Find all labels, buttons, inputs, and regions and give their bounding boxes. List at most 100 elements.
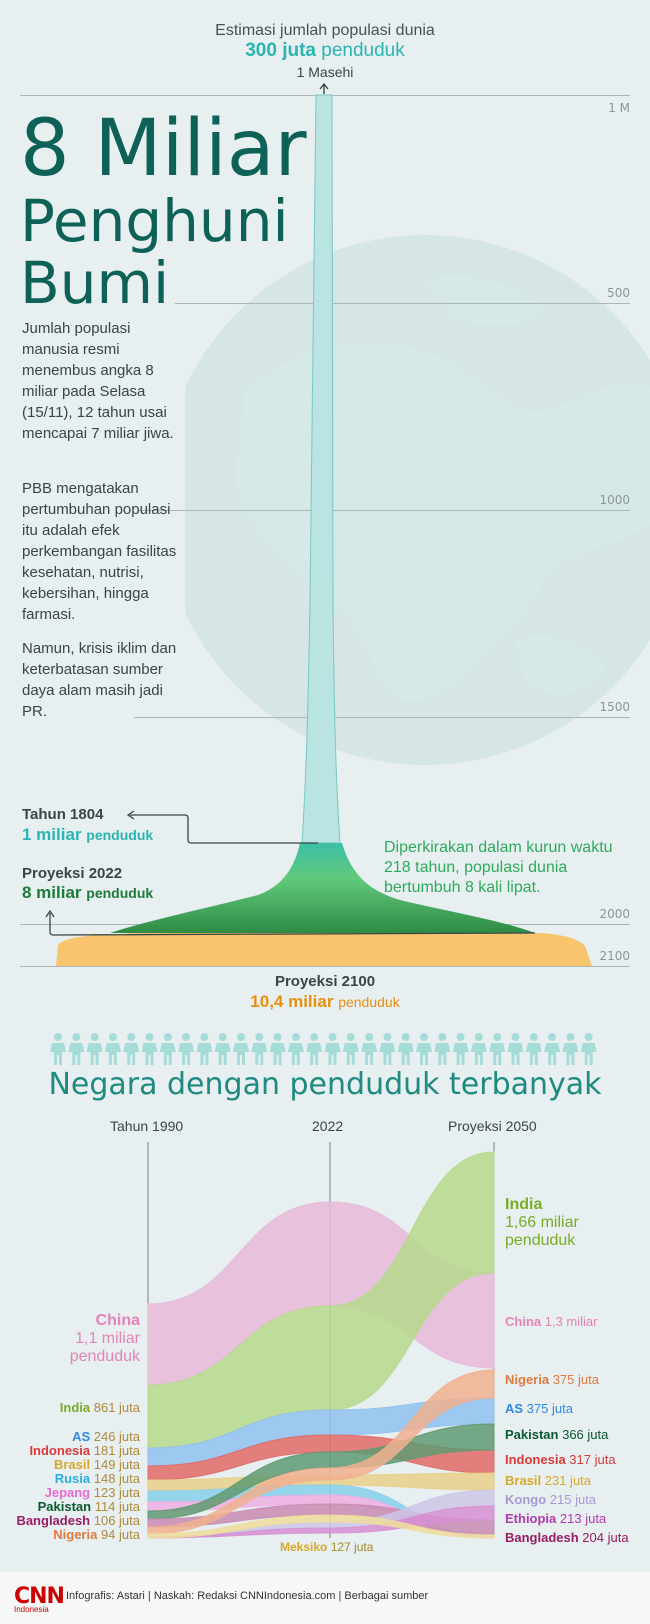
right-label-nigeria: Nigeria 375 juta — [505, 1372, 599, 1387]
gridline-1500 — [134, 717, 630, 718]
country-name: Kongo — [505, 1492, 547, 1507]
country-value: 317 juta — [565, 1452, 616, 1467]
bottom-label-meksiko: Meksiko 127 juta — [280, 1540, 373, 1554]
country-name: AS — [72, 1429, 91, 1444]
country-ranking-chart — [147, 1142, 495, 1539]
era-label: 1 Masehi — [296, 64, 354, 80]
country-value: 375 juta — [523, 1401, 573, 1416]
right-label-brasil: Brasil 231 juta — [505, 1473, 591, 1488]
paragraph-3: Namun, krisis iklim dan keterbatasan sum… — [22, 640, 177, 720]
country-name: Nigeria — [53, 1527, 98, 1542]
right-label-bangladesh: Bangladesh 204 juta — [505, 1530, 629, 1545]
country-value: 106 juta — [90, 1513, 140, 1528]
gridline-500 — [175, 303, 630, 304]
country-value: 94 juta — [97, 1527, 140, 1542]
label-2022: Proyeksi 2022 — [22, 865, 123, 882]
country-name: Bangladesh — [16, 1513, 91, 1528]
label-1804: Tahun 1804 — [22, 806, 104, 823]
country-value: 149 juta — [90, 1457, 140, 1472]
right-label-china: China 1,3 miliar — [505, 1314, 597, 1329]
year-tick-1000: 1000 — [599, 493, 630, 507]
left-label-india: India 861 juta — [0, 1400, 140, 1415]
country-name: Ethiopia — [505, 1511, 557, 1526]
country-value: 366 juta — [558, 1427, 609, 1442]
left-label-nigeria: Nigeria 94 juta — [0, 1527, 140, 1542]
footer — [0, 1572, 650, 1624]
country-value: 1,3 miliar — [541, 1314, 598, 1329]
page-title: 8 Miliar Penghuni Bumi — [20, 108, 307, 314]
country-name: Brasil — [505, 1473, 542, 1488]
country-value: 375 juta — [549, 1372, 599, 1387]
year-tick-2000: 2000 — [599, 907, 630, 921]
left-label-china-name: China — [95, 1312, 140, 1329]
right-label-india-name: India — [505, 1196, 543, 1213]
country-value: 213 juta — [556, 1511, 607, 1526]
section-title: Negara dengan penduduk terbanyak — [48, 1067, 602, 1102]
label-2100: Proyeksi 2100 — [274, 973, 376, 990]
column-1990: Tahun 1990 — [110, 1118, 184, 1134]
country-value: 215 juta — [546, 1492, 597, 1507]
title-line-1: 8 Miliar — [20, 104, 307, 194]
left-label-bangladesh: Bangladesh 106 juta — [0, 1513, 140, 1528]
estimate-label: Estimasi jumlah populasi dunia — [215, 22, 435, 39]
left-label-brasil: Brasil 149 juta — [0, 1457, 140, 1472]
country-value: 204 juta — [578, 1530, 629, 1545]
country-value: 231 juta — [541, 1473, 592, 1488]
country-name: Brasil — [53, 1457, 91, 1472]
country-name: Pakistan — [37, 1499, 92, 1514]
country-name: China — [505, 1314, 542, 1329]
year-tick-2100: 2100 — [599, 949, 630, 963]
column-2022: 2022 — [312, 1118, 344, 1134]
country-name: Bangladesh — [505, 1530, 579, 1545]
country-value: 246 juta — [90, 1429, 140, 1444]
year-tick-1500: 1500 — [599, 700, 630, 714]
band-pakistan — [147, 1423, 495, 1520]
area-2100-sand — [56, 933, 592, 966]
left-label-indonesia: Indonesia 181 juta — [0, 1443, 140, 1458]
country-name: Nigeria — [505, 1372, 550, 1387]
leader-1804 — [126, 810, 318, 844]
country-name: AS — [505, 1401, 524, 1416]
left-label-pakistan: Pakistan 114 juta — [0, 1499, 140, 1514]
country-value: 123 juta — [90, 1485, 140, 1500]
paragraph-2: PBB mengatakan pertumbuhan populasi itu … — [22, 480, 177, 623]
title-line-2: Penghuni — [20, 187, 289, 255]
band-meksiko — [147, 1514, 495, 1539]
growth-note: Diperkirakan dalam kurun waktu 218 tahun… — [384, 839, 613, 896]
footer-credit: Infografis: Astari | Naskah: Redaksi CNN… — [66, 1590, 429, 1602]
country-name: Pakistan — [505, 1427, 559, 1442]
left-label-jepang: Jepang 123 juta — [0, 1485, 140, 1500]
arrow-300juta — [319, 82, 329, 94]
right-label-indonesia: Indonesia 317 juta — [505, 1452, 616, 1467]
year-tick-500: 500 — [607, 286, 630, 300]
band-ethiopia — [147, 1505, 495, 1539]
left-label-as: AS 246 juta — [0, 1429, 140, 1444]
left-label-rusia: Rusia 148 juta — [0, 1471, 140, 1486]
year-tick-1m: 1 M — [608, 101, 630, 115]
value-2100: 10,4 miliar penduduk — [250, 992, 400, 1011]
country-value: 148 juta — [90, 1471, 140, 1486]
value-2022: 8 miliar penduduk — [22, 883, 154, 902]
country-name: Indonesia — [29, 1443, 91, 1458]
area-modern-green — [110, 843, 535, 933]
band-nigeria — [147, 1369, 495, 1535]
value-1804: 1 miliar penduduk — [22, 825, 154, 844]
gridline-2100 — [20, 966, 630, 967]
cnn-logo: CNN — [14, 1584, 65, 1609]
country-name: Rusia — [54, 1471, 91, 1486]
estimate-value: 300 juta penduduk — [245, 40, 405, 61]
country-value: 861 juta — [90, 1400, 140, 1415]
title-line-3: Bumi — [20, 249, 170, 317]
right-label-pakistan: Pakistan 366 juta — [505, 1427, 608, 1442]
country-name: India — [59, 1400, 91, 1415]
population-growth-shape — [45, 82, 592, 966]
cnn-logo-sub: Indonesia — [14, 1605, 49, 1614]
country-value: 114 juta — [91, 1499, 140, 1514]
right-label-ethiopia: Ethiopia 213 juta — [505, 1511, 606, 1526]
meksiko-value: 127 juta — [330, 1540, 374, 1554]
meksiko-name: Meksiko — [280, 1540, 328, 1554]
right-label-india: India 1,66 miliar penduduk — [505, 1196, 615, 1250]
country-name: Indonesia — [505, 1452, 566, 1467]
left-label-china-value: 1,1 miliar penduduk — [69, 1330, 140, 1365]
gridline-1000 — [138, 510, 630, 511]
